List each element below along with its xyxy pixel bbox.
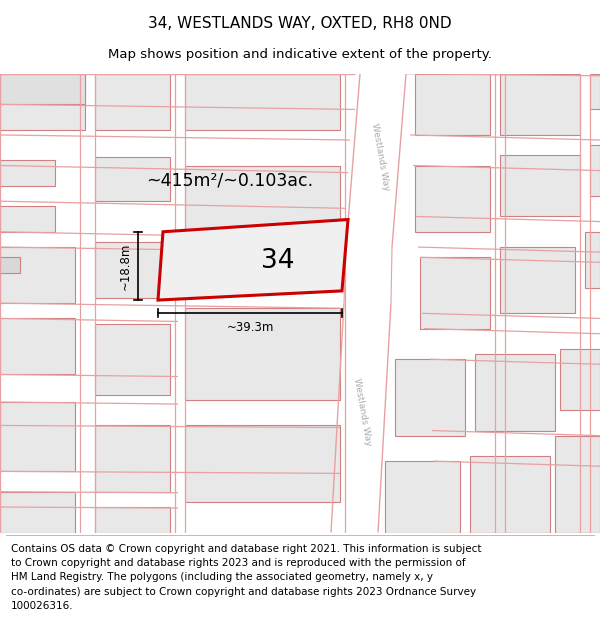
Polygon shape (555, 436, 600, 532)
Polygon shape (95, 507, 170, 532)
Polygon shape (415, 166, 490, 232)
Polygon shape (590, 145, 600, 196)
Polygon shape (470, 456, 550, 532)
Polygon shape (0, 74, 85, 130)
Text: Contains OS data © Crown copyright and database right 2021. This information is : Contains OS data © Crown copyright and d… (11, 544, 481, 611)
Polygon shape (590, 74, 600, 109)
Text: Map shows position and indicative extent of the property.: Map shows position and indicative extent… (108, 48, 492, 61)
Polygon shape (185, 166, 340, 232)
Polygon shape (0, 492, 75, 532)
Polygon shape (158, 219, 348, 300)
Polygon shape (560, 349, 600, 410)
Polygon shape (0, 402, 75, 471)
Text: ~18.8m: ~18.8m (119, 242, 132, 289)
Polygon shape (185, 308, 340, 400)
Polygon shape (0, 74, 85, 104)
Polygon shape (500, 155, 580, 216)
Text: ~39.3m: ~39.3m (226, 321, 274, 334)
Polygon shape (331, 303, 391, 532)
Polygon shape (420, 258, 490, 329)
Polygon shape (500, 74, 580, 135)
Polygon shape (0, 161, 55, 186)
Polygon shape (185, 74, 340, 130)
Text: 34: 34 (261, 248, 295, 274)
Polygon shape (415, 74, 490, 135)
Polygon shape (95, 324, 170, 395)
Polygon shape (475, 354, 555, 431)
Text: Westlands Way: Westlands Way (370, 123, 391, 192)
Polygon shape (95, 426, 170, 492)
Polygon shape (385, 461, 460, 532)
Polygon shape (95, 242, 170, 298)
Polygon shape (0, 258, 20, 272)
Polygon shape (95, 74, 170, 130)
Text: Westlands Way: Westlands Way (352, 378, 373, 447)
Polygon shape (500, 247, 575, 313)
Polygon shape (346, 74, 406, 247)
Polygon shape (0, 247, 75, 303)
Polygon shape (95, 158, 170, 201)
Polygon shape (585, 232, 600, 288)
Polygon shape (0, 318, 75, 374)
Text: 34, WESTLANDS WAY, OXTED, RH8 0ND: 34, WESTLANDS WAY, OXTED, RH8 0ND (148, 16, 452, 31)
Polygon shape (185, 426, 340, 502)
Text: ~415m²/~0.103ac.: ~415m²/~0.103ac. (146, 172, 314, 190)
Polygon shape (0, 206, 55, 232)
Polygon shape (395, 359, 465, 436)
